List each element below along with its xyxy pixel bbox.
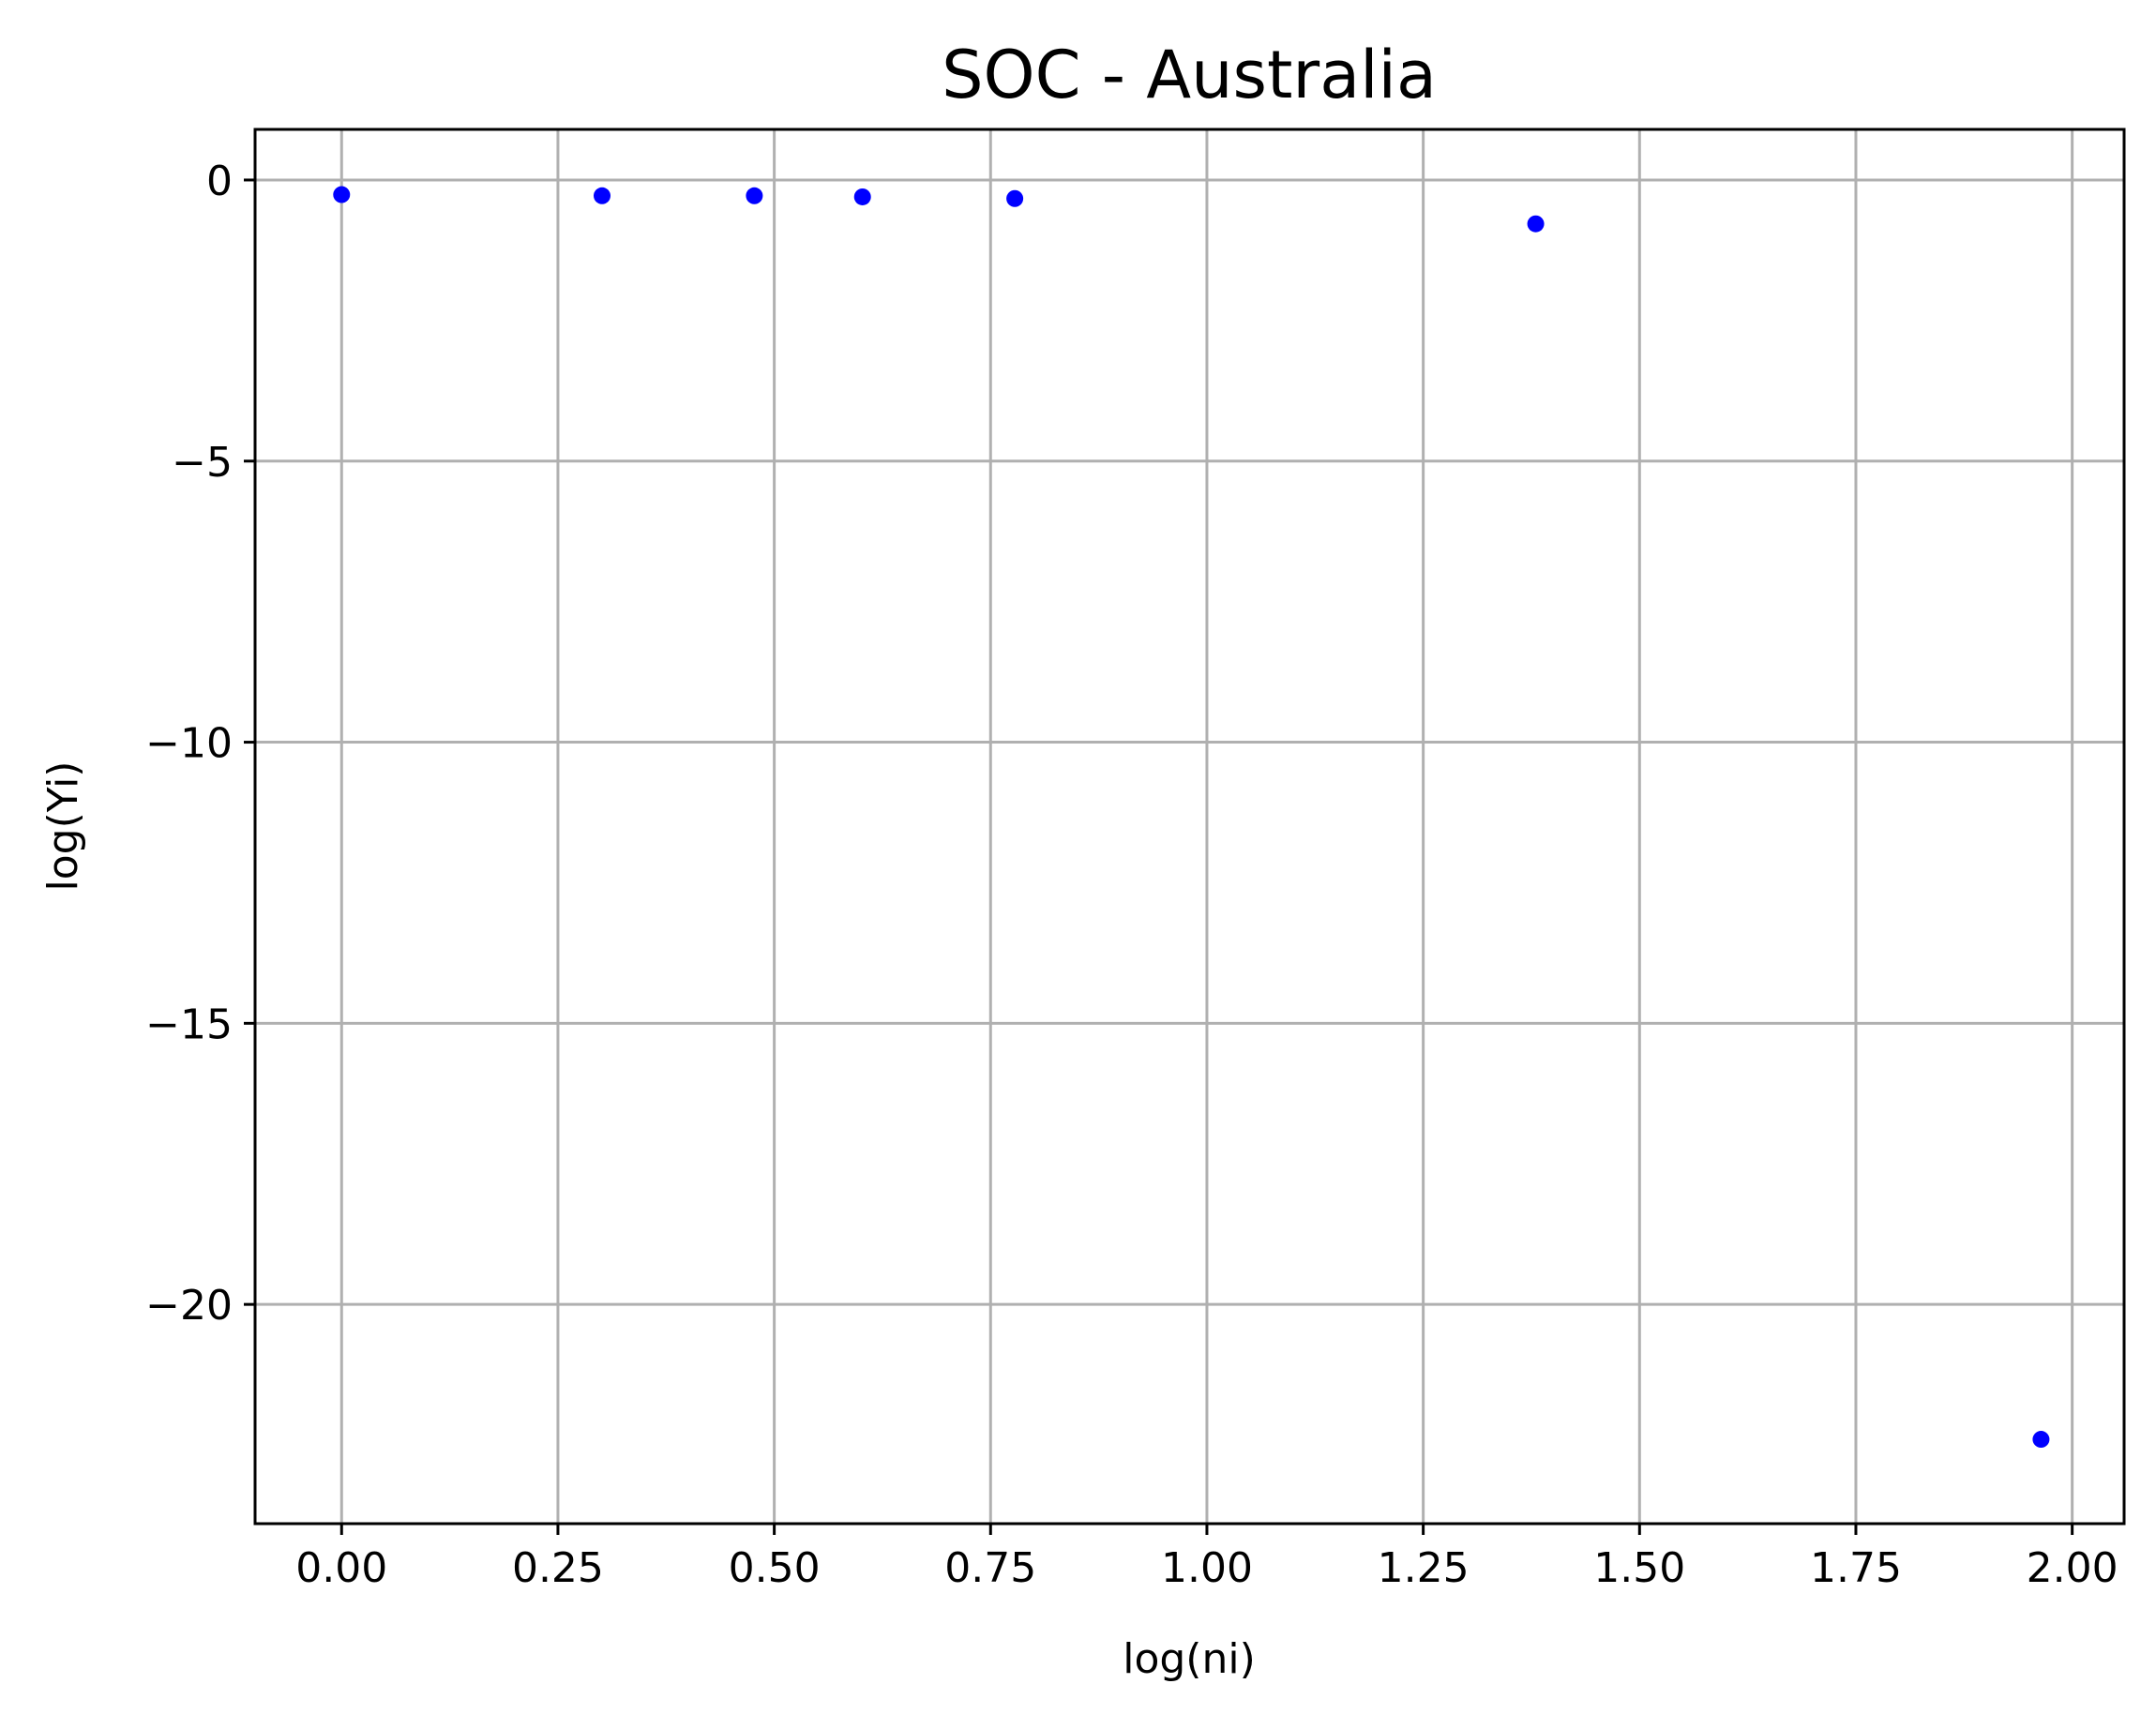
chart-title: SOC - Australia (942, 37, 1437, 113)
data-point (1006, 189, 1024, 207)
x-tick-label: 1.00 (1161, 1544, 1253, 1592)
y-tick-label: 0 (206, 158, 233, 205)
data-point (333, 186, 351, 203)
axis-ticks: 0.00 0.25 0.50 0.75 1.00 1.25 1.50 1.75 2.00 0 −5 −… (145, 158, 2118, 1592)
data-point (593, 187, 611, 204)
data-point (853, 188, 871, 205)
x-tick-label: 1.75 (1810, 1544, 1902, 1592)
x-tick-label: 0.00 (295, 1544, 387, 1592)
x-tick-label: 2.00 (2027, 1544, 2118, 1592)
y-tick-label: −15 (145, 1000, 233, 1048)
x-axis-label: log(ni) (1123, 1635, 1256, 1683)
x-tick-label: 0.50 (729, 1544, 821, 1592)
x-tick-label: 1.25 (1378, 1544, 1470, 1592)
y-tick-label: −10 (145, 720, 233, 768)
y-tick-label: −20 (145, 1282, 233, 1330)
x-tick-label: 1.50 (1593, 1544, 1685, 1592)
plot-frame (253, 128, 2126, 1526)
data-point (1527, 215, 1545, 233)
data-points (333, 186, 2050, 1449)
data-point (2032, 1431, 2050, 1449)
x-tick-label: 0.75 (944, 1544, 1036, 1592)
y-axis-label: log(Yi) (39, 761, 87, 892)
x-tick-label: 0.25 (512, 1544, 604, 1592)
grid-lines (255, 129, 2124, 1524)
data-point (746, 187, 763, 204)
y-tick-label: −5 (172, 439, 233, 487)
